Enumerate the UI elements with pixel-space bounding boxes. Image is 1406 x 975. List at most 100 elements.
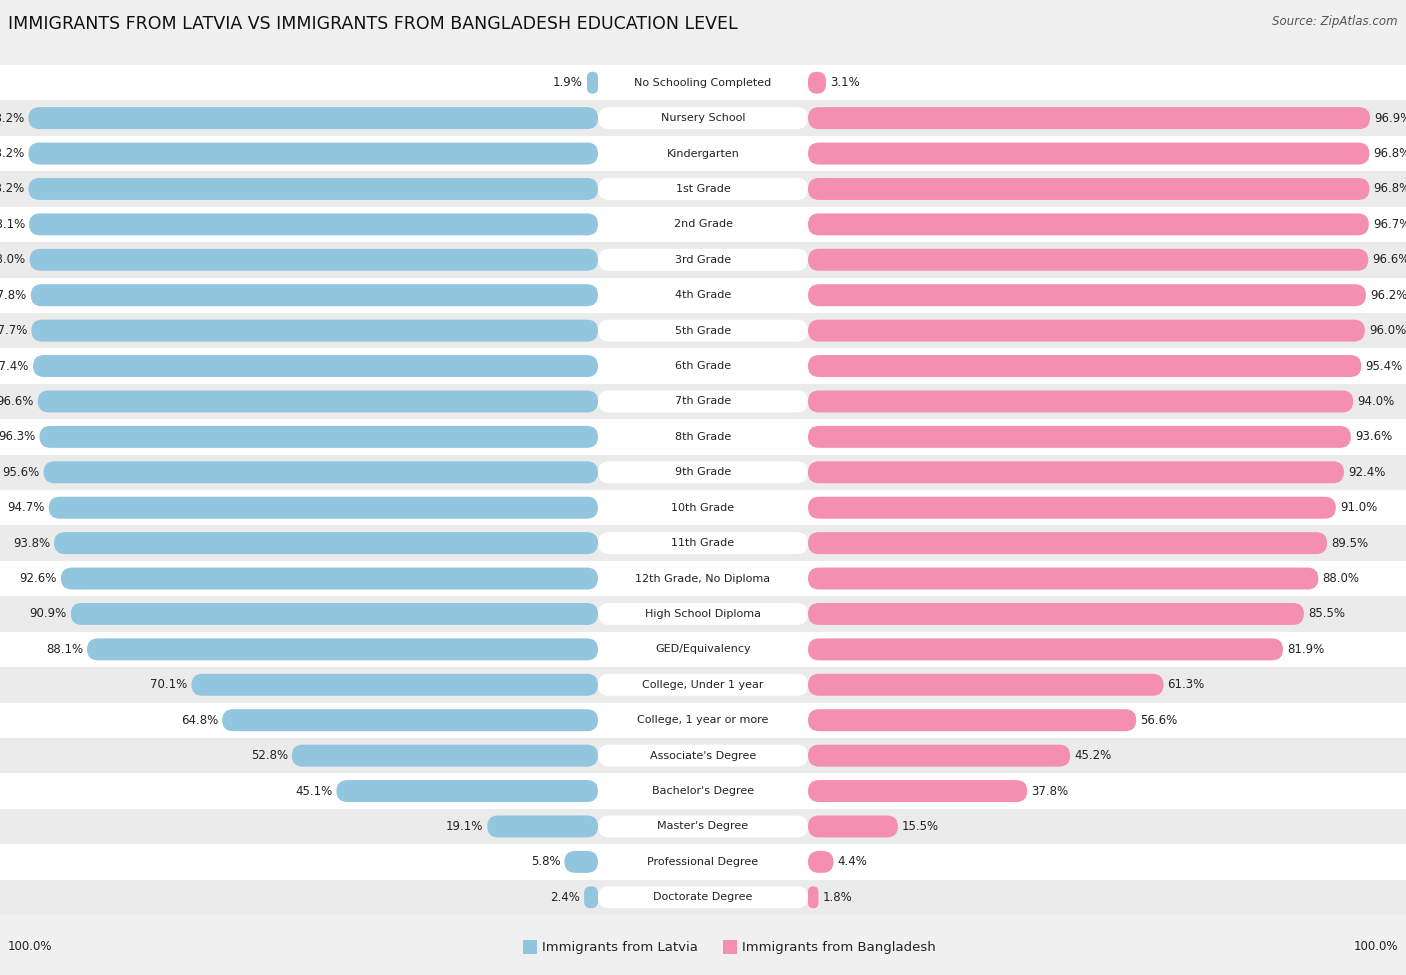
Text: 45.2%: 45.2% — [1074, 749, 1111, 762]
FancyBboxPatch shape — [808, 851, 834, 873]
FancyBboxPatch shape — [808, 426, 1351, 448]
Text: Associate's Degree: Associate's Degree — [650, 751, 756, 760]
Text: 85.5%: 85.5% — [1308, 607, 1346, 620]
FancyBboxPatch shape — [70, 603, 598, 625]
Text: 45.1%: 45.1% — [295, 785, 332, 798]
Text: 98.2%: 98.2% — [0, 111, 24, 125]
FancyBboxPatch shape — [34, 355, 598, 377]
FancyBboxPatch shape — [598, 815, 808, 838]
Text: 95.6%: 95.6% — [3, 466, 39, 479]
Bar — [0, 808, 1406, 844]
FancyBboxPatch shape — [808, 886, 818, 909]
Text: 1.8%: 1.8% — [823, 891, 852, 904]
Text: 98.2%: 98.2% — [0, 147, 24, 160]
Text: 2nd Grade: 2nd Grade — [673, 219, 733, 229]
FancyBboxPatch shape — [598, 285, 808, 306]
FancyBboxPatch shape — [28, 142, 598, 165]
FancyBboxPatch shape — [808, 461, 1344, 484]
Text: 96.6%: 96.6% — [1372, 254, 1406, 266]
FancyBboxPatch shape — [808, 674, 1164, 696]
FancyBboxPatch shape — [808, 355, 1361, 377]
Text: Immigrants from Bangladesh: Immigrants from Bangladesh — [742, 941, 936, 954]
FancyBboxPatch shape — [583, 886, 598, 909]
Text: 95.4%: 95.4% — [1365, 360, 1403, 372]
FancyBboxPatch shape — [808, 107, 1369, 129]
FancyBboxPatch shape — [598, 355, 808, 377]
FancyBboxPatch shape — [598, 886, 808, 909]
Text: 96.9%: 96.9% — [1374, 111, 1406, 125]
Text: 96.6%: 96.6% — [0, 395, 34, 408]
FancyBboxPatch shape — [87, 639, 598, 660]
FancyBboxPatch shape — [598, 107, 808, 129]
Bar — [0, 632, 1406, 667]
FancyBboxPatch shape — [808, 496, 1336, 519]
FancyBboxPatch shape — [598, 390, 808, 412]
FancyBboxPatch shape — [808, 709, 1136, 731]
FancyBboxPatch shape — [598, 780, 808, 802]
Text: 89.5%: 89.5% — [1331, 536, 1368, 550]
FancyBboxPatch shape — [31, 285, 598, 306]
FancyBboxPatch shape — [808, 780, 1028, 802]
Bar — [0, 278, 1406, 313]
FancyBboxPatch shape — [60, 567, 598, 590]
FancyBboxPatch shape — [598, 674, 808, 696]
FancyBboxPatch shape — [598, 249, 808, 271]
Text: 96.7%: 96.7% — [1372, 217, 1406, 231]
Text: 88.0%: 88.0% — [1323, 572, 1360, 585]
FancyBboxPatch shape — [44, 461, 598, 484]
Bar — [0, 667, 1406, 703]
Text: 94.7%: 94.7% — [7, 501, 45, 514]
FancyBboxPatch shape — [808, 214, 1369, 235]
Text: 11th Grade: 11th Grade — [672, 538, 734, 548]
Text: 97.8%: 97.8% — [0, 289, 27, 301]
Text: 52.8%: 52.8% — [250, 749, 288, 762]
Text: 70.1%: 70.1% — [150, 679, 187, 691]
FancyBboxPatch shape — [31, 320, 598, 341]
Text: 97.7%: 97.7% — [0, 324, 27, 337]
FancyBboxPatch shape — [808, 532, 1327, 554]
Text: 4th Grade: 4th Grade — [675, 291, 731, 300]
Bar — [0, 454, 1406, 490]
Text: 81.9%: 81.9% — [1286, 643, 1324, 656]
Bar — [0, 313, 1406, 348]
Text: 3.1%: 3.1% — [830, 76, 859, 89]
Bar — [0, 136, 1406, 172]
Text: 96.8%: 96.8% — [1374, 147, 1406, 160]
FancyBboxPatch shape — [598, 567, 808, 590]
FancyBboxPatch shape — [598, 851, 808, 873]
Bar — [0, 597, 1406, 632]
Text: 10th Grade: 10th Grade — [672, 503, 734, 513]
Text: IMMIGRANTS FROM LATVIA VS IMMIGRANTS FROM BANGLADESH EDUCATION LEVEL: IMMIGRANTS FROM LATVIA VS IMMIGRANTS FRO… — [8, 15, 738, 33]
FancyBboxPatch shape — [222, 709, 598, 731]
Bar — [723, 940, 737, 954]
FancyBboxPatch shape — [598, 178, 808, 200]
FancyBboxPatch shape — [598, 532, 808, 554]
FancyBboxPatch shape — [53, 532, 598, 554]
FancyBboxPatch shape — [808, 72, 825, 94]
Text: 3rd Grade: 3rd Grade — [675, 254, 731, 265]
FancyBboxPatch shape — [598, 214, 808, 235]
FancyBboxPatch shape — [598, 745, 808, 766]
FancyBboxPatch shape — [808, 142, 1369, 165]
Bar — [0, 844, 1406, 879]
Bar — [0, 172, 1406, 207]
FancyBboxPatch shape — [191, 674, 598, 696]
FancyBboxPatch shape — [564, 851, 598, 873]
Text: 8th Grade: 8th Grade — [675, 432, 731, 442]
FancyBboxPatch shape — [598, 426, 808, 448]
FancyBboxPatch shape — [808, 390, 1353, 412]
Text: 93.6%: 93.6% — [1355, 430, 1392, 444]
Bar — [0, 348, 1406, 384]
Text: College, Under 1 year: College, Under 1 year — [643, 680, 763, 689]
Bar — [0, 207, 1406, 242]
FancyBboxPatch shape — [598, 639, 808, 660]
Bar — [0, 490, 1406, 526]
Text: 96.2%: 96.2% — [1369, 289, 1406, 301]
FancyBboxPatch shape — [488, 815, 598, 838]
Text: 98.2%: 98.2% — [0, 182, 24, 195]
Bar — [0, 65, 1406, 100]
Text: 64.8%: 64.8% — [181, 714, 218, 726]
FancyBboxPatch shape — [598, 603, 808, 625]
Text: College, 1 year or more: College, 1 year or more — [637, 716, 769, 725]
Text: 94.0%: 94.0% — [1357, 395, 1395, 408]
